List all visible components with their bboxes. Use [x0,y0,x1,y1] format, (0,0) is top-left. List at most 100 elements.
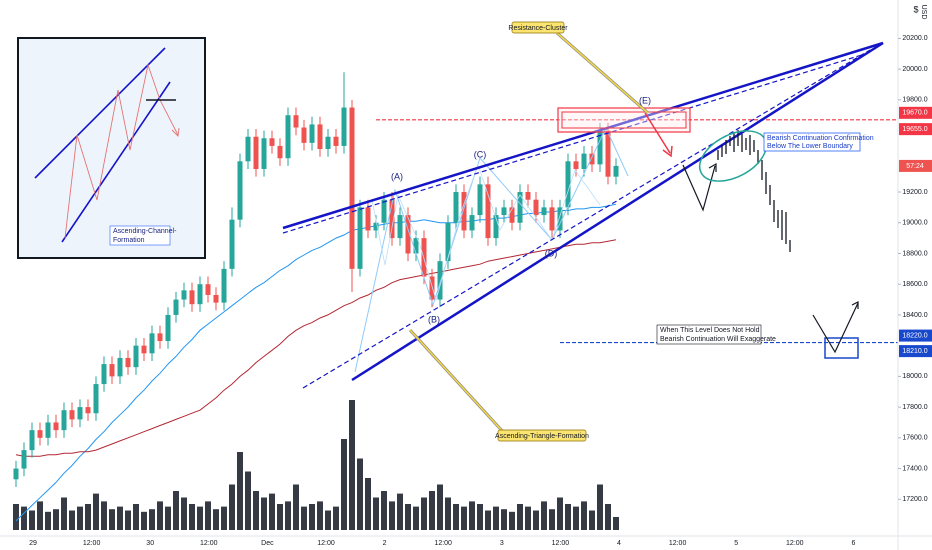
volume-bar [445,497,451,530]
volume-bar [325,510,331,530]
volume-bar [221,506,227,530]
volume-bar [549,509,555,530]
volume-bar [277,504,283,530]
volume-bar [61,497,67,530]
candle-body [469,215,475,231]
last-price-box [899,159,932,172]
x-tick-label: 6 [851,540,855,547]
candle-body [333,136,339,146]
candle-body [141,345,147,354]
callout-box [511,21,565,34]
volume-bar [525,506,531,530]
upper-trendline [282,41,884,230]
note-text: When This Level Does Not Hold [660,327,760,334]
note-box [656,324,762,345]
inset-label: Formation [113,237,145,244]
y-tick-label: 19800.0 [902,97,927,104]
volume-bar [517,504,523,530]
candle-body [381,199,387,223]
volume-bar [133,504,139,530]
volume-bar [565,504,571,530]
volume-bar [349,400,355,530]
x-tick-label: 30 [146,540,154,547]
y-tick-label: 20000.0 [902,66,927,73]
candle-body [13,468,19,480]
volume-bar [125,510,131,530]
projection-path [682,164,716,212]
volume-bar [397,493,403,530]
candle-body [285,115,291,159]
plot-underlay [13,400,619,530]
candle-body [429,276,435,300]
candle-body [365,207,371,231]
volume-bar [365,478,371,530]
callout-text: Resistance-Cluster [508,25,568,32]
x-tick-label: 29 [29,540,37,547]
volume-bar [37,501,43,530]
price-label-box [899,329,932,342]
y-tick-label: 19200.0 [902,189,927,196]
volume-bar [389,501,395,530]
volume-bar [469,501,475,530]
sub-wave-path [371,163,601,302]
volume-bar [309,504,315,530]
inset-label: Ascending-Channel- [113,228,177,235]
candle-body [517,192,523,223]
candle-body [261,138,267,169]
candle-body [573,161,579,169]
support-box [824,337,859,359]
wave-label: (D) [545,248,558,258]
volume-bar [77,506,83,530]
candle-body [413,238,419,254]
volume-bar [581,501,587,530]
volume-bar [165,506,171,530]
candle-body [485,184,491,239]
volume-bar [613,517,619,530]
volume-bar [453,504,459,530]
volume-bar [341,439,347,530]
candle-body [277,145,283,159]
candle-body [117,357,123,377]
x-tick-label: 4 [617,540,621,547]
candle-body [245,136,251,162]
note-text: Bearish Continuation Confirmation [767,135,874,142]
y-tick-label: 17200.0 [902,496,927,503]
volume-bar [253,491,259,530]
volume-bar [541,501,547,530]
volume-bar [93,493,99,530]
moving-average [15,239,617,457]
price-label-box [899,106,932,119]
candle-body [29,430,35,451]
red-arrow [644,112,671,154]
callout-text: Ascending-Triangle-Formation [495,433,589,440]
candle-body [93,384,99,414]
candle-body [477,184,483,216]
volume-bar [149,509,155,530]
candle-body [197,284,203,305]
candle-body [509,207,515,223]
x-tick-label: 12:00 [317,540,335,547]
wave-label: (A) [391,171,403,181]
note-text: Below The Lower Boundary [767,143,853,150]
y-tick-label: 20200.0 [902,35,927,42]
candle-body [317,124,323,150]
x-tick-label: 12:00 [83,540,101,547]
callout-box [497,429,587,442]
lower-trendline [351,41,884,382]
y-tick-label: 17800.0 [902,404,927,411]
volume-bar [157,501,163,530]
candle-body [133,345,139,368]
candle-body [373,222,379,231]
volume-bar [173,491,179,530]
countdown: 57:24 [906,163,924,170]
candle-body [205,284,211,295]
note-box [763,132,861,152]
volume-bar [597,484,603,530]
candle-body [85,407,91,414]
candle-body [341,107,347,146]
x-tick-label: 12:00 [552,540,570,547]
volume-bar [101,501,107,530]
drawings: Resistance-Cluster Ascending-Triangle-Fo… [17,21,884,442]
price-label: 19655.0 [902,126,927,133]
